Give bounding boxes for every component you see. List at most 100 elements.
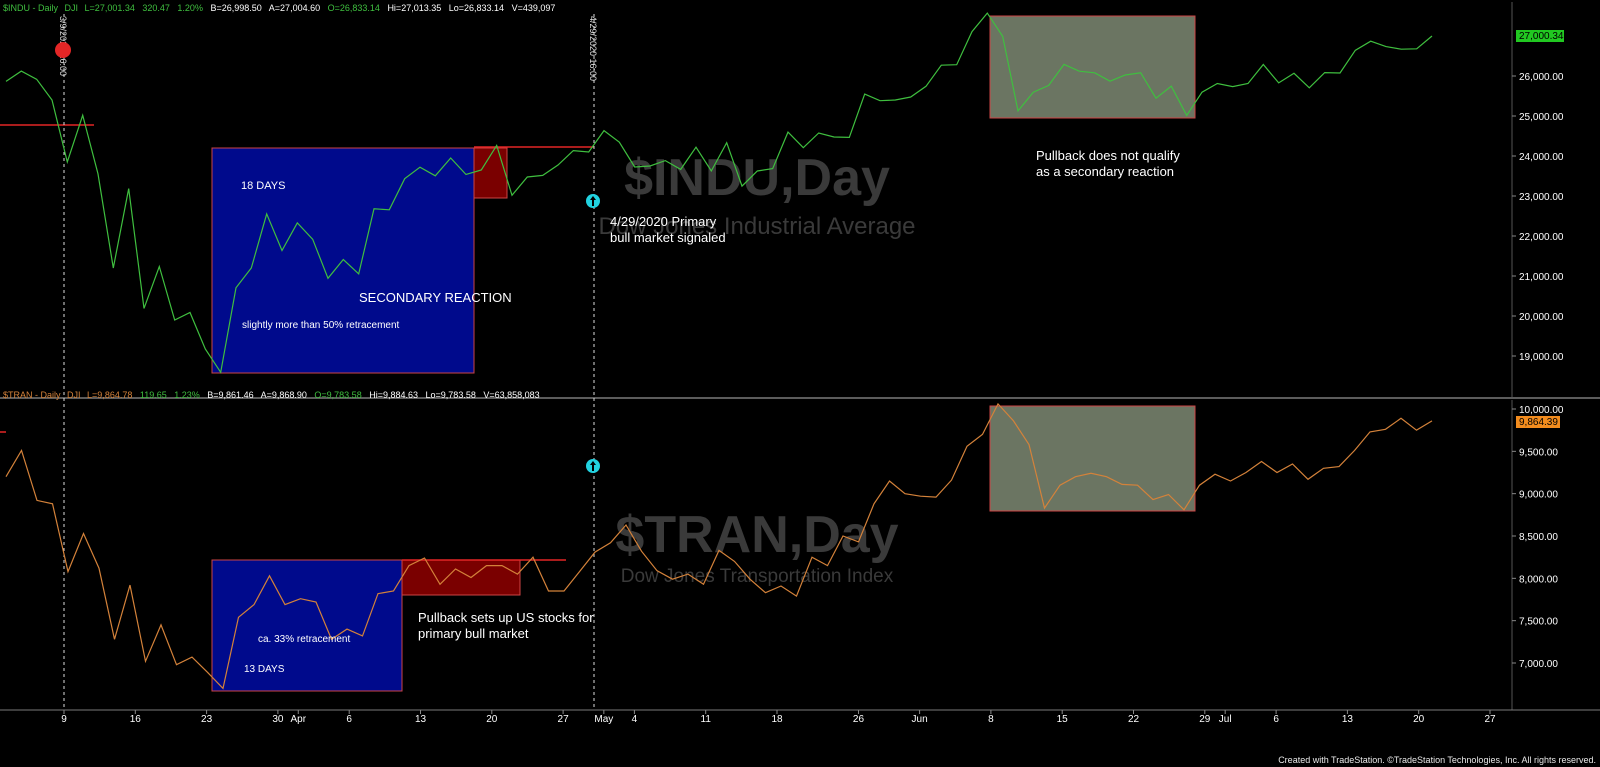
y-tick-label: 9,500.00 [1519,447,1558,458]
tran-price-line [5,402,1433,690]
indu-last-value-badge-bg [1516,30,1564,42]
y-tick-label: 26,000.00 [1519,72,1564,83]
indu-volume: V=439,097 [512,3,556,13]
y-tick-label: 24,000.00 [1519,152,1564,163]
bottom-days-label: 13 DAYS [244,664,285,675]
tran-last: L=9,864.78 [87,390,132,400]
x-tick-label: 26 [853,714,865,725]
y-tick-label: 22,000.00 [1519,232,1564,243]
x-tick-label: 15 [1057,714,1069,725]
top-pullback-line1: Pullback does not qualify [1036,148,1180,163]
tran-ask: A=9,868.90 [261,390,307,400]
x-tick-label: Jun [912,714,928,725]
y-tick-label: 8,000.00 [1519,574,1558,585]
red-sell-marker[interactable] [55,42,71,58]
indu-low: Lo=26,833.14 [449,3,504,13]
indu-last-value-badge: 27,000.34 [1516,30,1564,42]
x-tick-label: 8 [988,714,994,725]
indu-open: O=26,833.14 [328,3,380,13]
top-days-label: 18 DAYS [241,180,285,192]
watermark-top-subtitle: Dow Jones Industrial Average [598,213,915,240]
y-tick-label: 25,000.00 [1519,112,1564,123]
cyan-signal-marker-top[interactable] [586,194,600,208]
x-tick-label: 18 [771,714,783,725]
red-sell-marker-circle[interactable] [55,42,71,58]
tran-last-value-badge-bg [1516,416,1560,428]
bottom-panel-header: $TRAN - Daily DJI L=9,864.78 119.65 1.23… [3,390,540,400]
bottom-pullback-line1: Pullback sets up US stocks for [418,610,594,625]
top-pullback-red-box [473,147,508,199]
tran-symbol: $TRAN - Daily [3,390,61,400]
x-tick-label: 30 [272,714,284,725]
top-primary-signal-line2: bull market signaled [610,230,726,245]
bottom-pullback-gray-box [989,405,1196,512]
x-tick-label: 6 [1273,714,1279,725]
bottom-retracement-label: ca. 33% retracement [258,634,350,645]
tran-bid: B=9,861.46 [207,390,253,400]
watermark-bottom-subtitle: Dow Jones Transportation Index [621,566,894,587]
x-tick-label: 11 [701,714,712,725]
bottom-y-axis: 7,000.00 7,500.00 8,000.00 8,500.00 9,000.00… [1512,405,1564,670]
tran-open: O=9,783.58 [314,390,361,400]
vline-4-29: 4/29/2020 16:00 [588,14,598,710]
tran-change: 119.65 [140,390,167,400]
x-tick-label: Jul [1219,714,1232,725]
x-tick-label: 27 [1484,714,1496,725]
top-primary-signal-line1: 4/29/2020 Primary [610,214,717,229]
up-arrow-icon [590,461,596,471]
top-pullback-line2: as a secondary reaction [1036,164,1174,179]
vline-4-29-label: 4/29/2020 16:00 [588,16,598,81]
y-tick-label: 20,000.00 [1519,312,1564,323]
y-tick-label: 23,000.00 [1519,192,1564,203]
x-tick-label: 23 [201,714,213,725]
x-tick-label: 20 [486,714,498,725]
watermark-bottom: $TRAN,Day Dow Jones Transportation Index [615,506,898,587]
tran-exchange: DJI [67,390,81,400]
indu-pct: 1.20% [177,3,203,13]
x-tick-label: Apr [290,714,306,725]
watermark-top-title: $INDU,Day [624,149,890,207]
y-tick-label: 10,000.00 [1519,405,1564,416]
bottom-retracement-box [211,559,403,692]
top-secondary-reaction-label: SECONDARY REACTION [359,290,512,305]
bottom-pullback-line2: primary bull market [418,626,529,641]
x-tick-label: 22 [1128,714,1140,725]
x-tick-label: 16 [130,714,142,725]
y-tick-label: 7,000.00 [1519,659,1558,670]
x-tick-label: 4 [632,714,638,725]
y-tick-label: 8,500.00 [1519,532,1558,543]
tran-high: Hi=9,884.63 [369,390,418,400]
tran-last-value-text: 9,864.39 [1519,417,1558,428]
top-panel-header: $INDU - Daily DJI L=27,001.34 320.47 1.2… [3,3,555,13]
top-pullback-gray-box [989,15,1196,119]
y-tick-label: 7,500.00 [1519,617,1558,628]
indu-change: 320.47 [142,3,170,13]
indu-last-value-text: 27,000.34 [1519,31,1564,42]
x-tick-label: 20 [1413,714,1425,725]
y-tick-label: 19,000.00 [1519,352,1564,363]
tran-last-value-badge: 9,864.39 [1516,416,1560,428]
indu-symbol: $INDU - Daily [3,3,59,13]
tran-pct: 1.23% [174,390,200,400]
x-axis: 9 16 23 30 Apr 6 13 20 27 May 4 11 18 26 Jun 8 15 22 29 Jul… [61,710,1496,725]
footer-copyright: Created with TradeStation. ©TradeStation… [1278,755,1596,765]
top-retracement-label: slightly more than 50% retracement [242,320,400,331]
x-tick-label: 29 [1199,714,1211,725]
indu-last: L=27,001.34 [85,3,135,13]
x-tick-label: 6 [346,714,352,725]
svg-text:$TRAN - Daily DJI: $TRAN - Daily DJI L=9,864.78 119.65 1.23… [3,390,540,400]
top-y-axis: 19,000.00 20,000.00 21,000.00 22,000.00 23,0… [1512,72,1564,363]
indu-exchange: DJI [65,3,79,13]
indu-high: Hi=27,013.35 [387,3,441,13]
y-tick-label: 21,000.00 [1519,272,1564,283]
tran-low: Lo=9,783.58 [426,390,476,400]
svg-text:$INDU - Daily DJI: $INDU - Daily DJI L=27,001.34 320.47 1.2… [3,3,555,13]
indu-price-line [5,12,1433,374]
up-arrow-icon [590,196,596,206]
watermark-bottom-title: $TRAN,Day [615,506,898,564]
indu-ask: A=27,004.60 [269,3,320,13]
cyan-signal-marker-bottom[interactable] [586,459,600,473]
tran-volume: V=63,858,083 [483,390,539,400]
x-tick-label: 13 [1342,714,1354,725]
